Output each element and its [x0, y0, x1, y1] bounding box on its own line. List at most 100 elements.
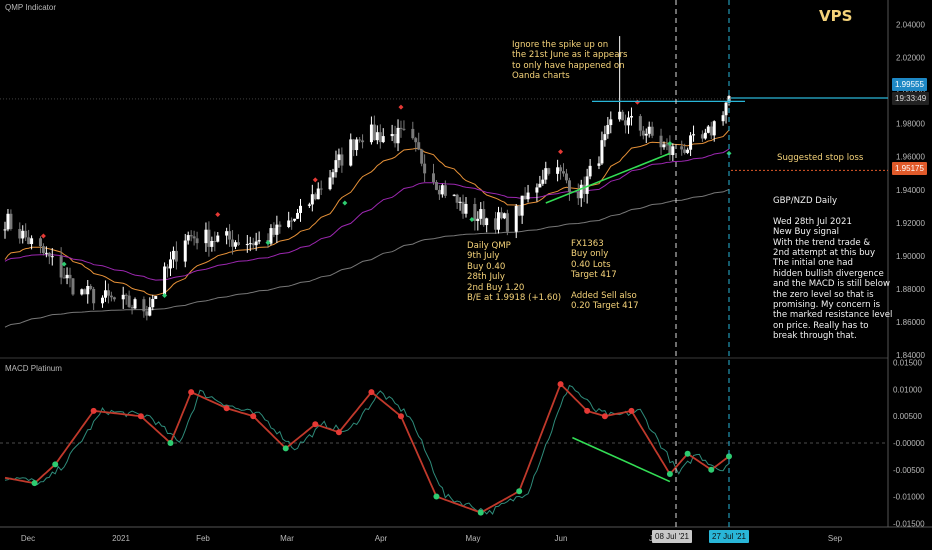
candle-body: [692, 134, 696, 136]
macd-signal-dot: [282, 445, 289, 452]
candle-body: [331, 172, 335, 178]
candle-body: [207, 229, 211, 247]
candle-body: [168, 259, 172, 269]
candle-body: [399, 127, 403, 129]
candle-body: [213, 240, 217, 242]
price-tick-label: 1.94000: [896, 186, 925, 195]
macd-divergence-line: [572, 436, 671, 483]
macd-tick-label: -0.00500: [893, 466, 925, 475]
macd-line: [4, 382, 730, 514]
signal-diamond: [469, 217, 475, 223]
candle-body: [121, 294, 125, 300]
candle-body: [638, 116, 642, 131]
candle-body: [142, 299, 146, 312]
candle-body: [112, 297, 116, 300]
candle-body: [92, 288, 96, 304]
candle-body: [127, 295, 131, 307]
candle-body: [233, 242, 237, 247]
price-tick-label: 2.02000: [896, 54, 925, 63]
time-tick-label: J: [649, 534, 653, 543]
candle-body: [724, 102, 728, 116]
candle-body: [275, 224, 279, 235]
candle-body: [665, 144, 669, 146]
candle-body: [597, 163, 601, 166]
time-tick-label: Apr: [375, 534, 388, 543]
candle-body: [316, 188, 320, 200]
candle-body: [464, 203, 468, 214]
candle-body: [231, 239, 235, 247]
candle-body: [6, 213, 10, 230]
qmp-signals: [40, 99, 732, 299]
candle-body: [556, 167, 560, 174]
candle-body: [83, 289, 87, 295]
signal-diamond: [398, 104, 404, 110]
candle-body: [390, 134, 394, 137]
candle-body: [9, 213, 13, 229]
candle-body: [204, 229, 208, 244]
candle-body: [24, 230, 28, 238]
candle-body: [310, 194, 314, 205]
candle-body: [461, 201, 465, 214]
candle-body: [269, 228, 273, 244]
macd-label: MACD Platinum: [5, 364, 62, 373]
macd-signal-dot: [52, 461, 59, 468]
candle-body: [479, 209, 483, 219]
candle-body: [225, 231, 229, 236]
candle-body: [499, 212, 503, 219]
price-tick-label: 1.96000: [896, 153, 925, 162]
price-tick-label: 2.04000: [896, 21, 925, 30]
overlays: [0, 0, 888, 527]
macd-signal-dot: [167, 440, 174, 446]
macd-signal-dot: [31, 480, 38, 487]
candle-body: [186, 235, 190, 241]
candle-body: [21, 230, 25, 239]
candle-body: [71, 278, 75, 295]
candle-body: [59, 256, 63, 278]
candle-body: [352, 139, 356, 151]
candle-body: [582, 184, 586, 194]
signal-diamond: [265, 240, 271, 246]
candle-body: [485, 218, 489, 226]
macd-tick-label: -0.01000: [893, 493, 925, 502]
candle-body: [520, 195, 524, 216]
signal-diamond: [667, 140, 673, 146]
macd-signal-dot: [188, 389, 195, 396]
candle-body: [458, 201, 462, 203]
candle-body: [562, 171, 566, 174]
candle-body: [195, 238, 199, 244]
candle-body: [18, 228, 22, 239]
candle-body: [174, 250, 178, 262]
candle-body: [154, 296, 158, 299]
candle-body: [47, 252, 51, 257]
moving-averages: [4, 129, 730, 328]
candle-body: [538, 183, 542, 188]
candle-body: [340, 154, 344, 166]
candle-body: [414, 138, 418, 143]
candle-body: [588, 165, 592, 177]
candle-body: [494, 218, 498, 230]
candle-body: [671, 146, 675, 156]
candle-body: [216, 235, 220, 242]
candle-body: [290, 220, 294, 222]
candle-body: [502, 213, 506, 219]
candle-body: [296, 212, 300, 219]
macd-signal-dot: [557, 381, 564, 388]
candle-body: [272, 228, 276, 235]
candle-body: [124, 294, 128, 296]
macd-tick-label: 0.01500: [893, 359, 922, 368]
candle-body: [434, 182, 438, 190]
candle-body: [319, 188, 323, 190]
candle-body: [287, 220, 291, 227]
candle-body: [473, 203, 477, 221]
candle-body: [627, 117, 631, 126]
candle-body: [236, 242, 240, 245]
price-tick-label: 2.00000: [896, 87, 925, 96]
price-tick-label: 1.90000: [896, 252, 925, 261]
candle-body: [606, 125, 610, 135]
candle-body: [659, 135, 663, 148]
candle-body: [171, 250, 175, 260]
macd-signal-dot: [726, 453, 732, 460]
candle-body: [130, 306, 134, 309]
